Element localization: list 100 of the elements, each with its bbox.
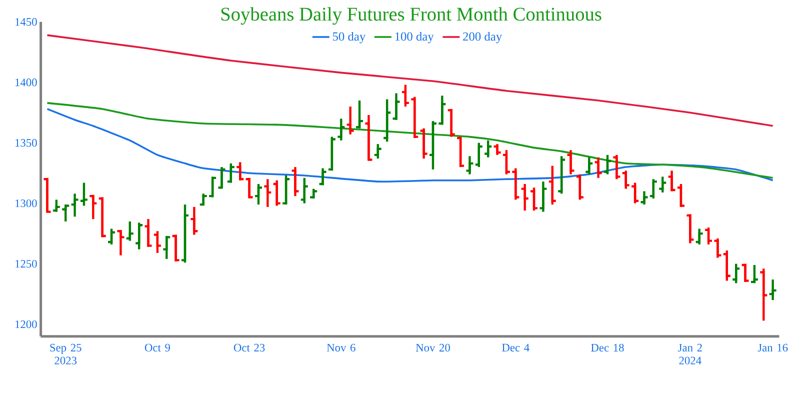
candlestick — [300, 176, 309, 204]
candlestick — [474, 142, 484, 168]
y-tick-label: 1450 — [15, 18, 37, 26]
candlestick — [162, 234, 172, 260]
candlestick — [538, 180, 548, 213]
y-tick-label: 1200 — [15, 320, 37, 328]
candlestick — [768, 278, 778, 302]
x-tick-label: Jan 2 2024 — [678, 344, 702, 364]
candlestick — [226, 162, 236, 184]
candlestick — [346, 105, 355, 136]
candlestick — [373, 142, 382, 160]
candlestick — [759, 268, 768, 322]
candlestick — [686, 213, 695, 244]
candlestick — [354, 99, 364, 130]
candlestick — [456, 136, 466, 168]
candlestick — [602, 154, 612, 176]
candlestick — [630, 182, 640, 204]
candlestick — [740, 262, 750, 284]
candlestick — [263, 178, 272, 208]
candlestick — [236, 161, 245, 182]
x-tick-label: Dec 4 — [502, 344, 530, 352]
x-tick-label: Oct 9 — [144, 344, 170, 352]
candlestick — [511, 167, 520, 201]
candlestick — [98, 196, 107, 238]
candlestick — [364, 114, 374, 161]
candlestick — [190, 206, 199, 236]
y-tick-label: 1350 — [15, 138, 37, 147]
candlestick — [722, 249, 732, 282]
candlestick — [584, 156, 594, 176]
candlestick — [134, 222, 144, 250]
candlestick — [208, 176, 218, 198]
x-tick-label: Nov 20 — [416, 344, 450, 352]
legend-label: 200 day — [463, 32, 502, 44]
candlestick — [116, 228, 126, 256]
candlestick — [392, 92, 401, 121]
candlestick — [382, 98, 392, 143]
candlestick — [318, 167, 328, 186]
candlestick — [171, 234, 180, 262]
legend-label: 100 day — [395, 32, 434, 44]
candlestick — [144, 218, 153, 248]
y-tick-label: 1250 — [15, 260, 37, 268]
candlestick — [446, 108, 456, 138]
candlestick — [419, 127, 428, 160]
candlestick — [400, 84, 410, 108]
candlestick — [70, 192, 80, 218]
candlestick — [621, 170, 630, 190]
x-tick-label: Oct 23 — [234, 344, 265, 352]
candlestick — [694, 228, 704, 246]
candlestick — [198, 192, 208, 206]
candlestick — [667, 170, 676, 192]
candlestick — [125, 220, 134, 242]
candlestick — [750, 264, 760, 284]
candlestick — [52, 198, 61, 213]
candlestick — [492, 142, 502, 156]
candlestick — [594, 156, 603, 179]
candlestick — [676, 182, 686, 208]
x-tick-label: Dec 18 — [591, 344, 624, 352]
candlestick — [336, 118, 346, 142]
candlestick — [704, 226, 714, 246]
candlestick — [502, 148, 512, 176]
candlestick — [556, 155, 566, 195]
candlestick — [42, 176, 52, 213]
candlestick — [575, 173, 585, 201]
y-tick-label: 1300 — [15, 199, 37, 208]
chart-title: Soybeans Daily Futures Front Month Continuous — [221, 7, 602, 25]
candlestick — [106, 228, 116, 246]
candlestick — [612, 154, 622, 180]
candlestick — [290, 166, 300, 198]
candlestick — [79, 182, 89, 207]
candlestick — [254, 182, 264, 206]
x-tick-label: Nov 6 — [326, 344, 356, 352]
candlestick — [61, 203, 70, 223]
legend-label: 50 day — [332, 32, 366, 44]
candlestick — [465, 155, 474, 176]
candlestick — [529, 186, 539, 212]
candlestick — [152, 230, 162, 254]
candlestick — [217, 166, 226, 189]
candlestick — [658, 176, 668, 194]
candlestick — [438, 94, 447, 126]
candlestick — [272, 179, 282, 207]
x-tick-label: Sep 25 2023 — [50, 344, 82, 364]
candlestick — [648, 178, 658, 200]
candlestick — [566, 148, 576, 176]
candlestick — [327, 136, 337, 172]
candlestick — [410, 96, 420, 140]
candlestick — [309, 188, 318, 200]
candlestick — [731, 262, 741, 284]
candlestick — [244, 176, 254, 198]
x-tick-label: Jan 16 — [758, 344, 788, 352]
candlestick — [180, 203, 190, 264]
candlestick — [640, 190, 649, 206]
candlestick — [520, 182, 530, 212]
candlestick — [548, 164, 557, 206]
candlestick — [428, 120, 438, 171]
candlestick — [281, 174, 291, 206]
candlestick — [713, 237, 722, 259]
y-tick-label: 1400 — [15, 78, 37, 86]
candlestick — [88, 194, 98, 220]
candlestick — [484, 139, 493, 158]
line-series — [46, 34, 774, 127]
